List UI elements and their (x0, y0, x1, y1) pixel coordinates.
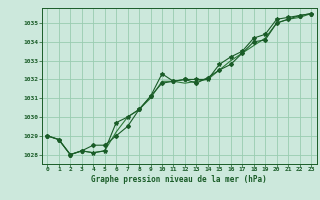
X-axis label: Graphe pression niveau de la mer (hPa): Graphe pression niveau de la mer (hPa) (91, 175, 267, 184)
